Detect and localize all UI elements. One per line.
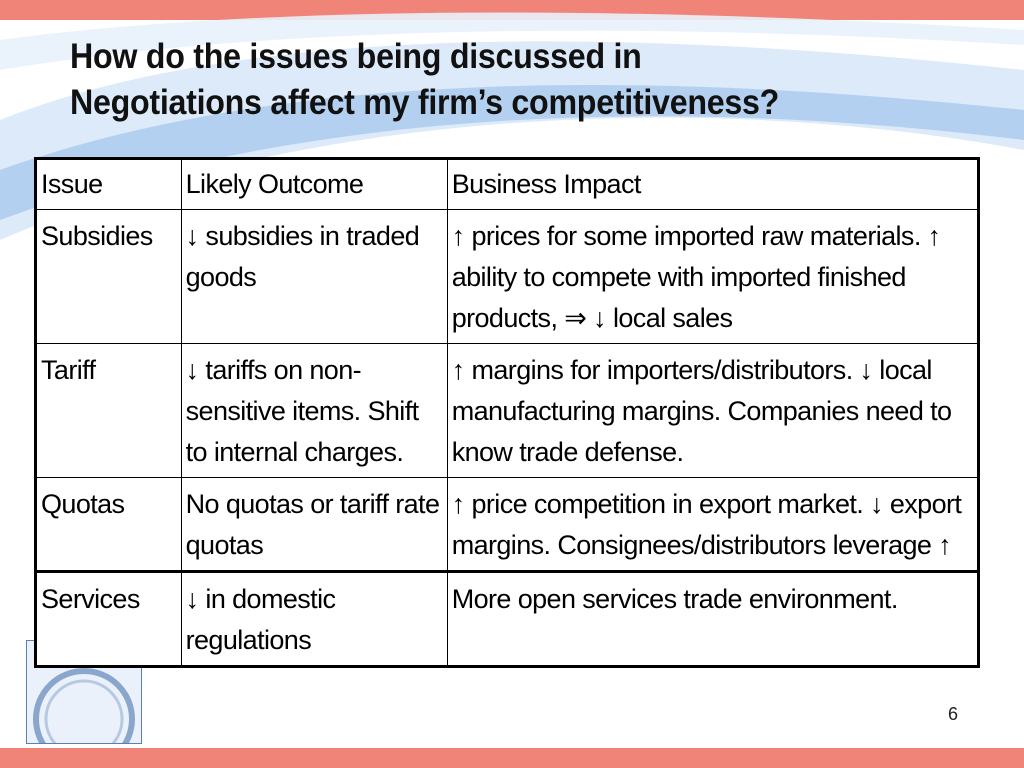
header-business-impact: Business Impact <box>446 158 980 210</box>
table-row: Subsidies ↓ subsidies in traded goods ↑ … <box>35 209 980 344</box>
slide-title-line-2: Negotiations affect my firm’s competitiv… <box>70 83 780 122</box>
table-header-row: Issue Likely Outcome Business Impact <box>35 158 980 210</box>
outcome-cell: ↓ in domestic regulations <box>180 570 448 667</box>
issue-cell: Quotas <box>35 477 182 572</box>
issue-cell: Tariff <box>35 343 182 478</box>
header-likely-outcome: Likely Outcome <box>180 158 448 210</box>
table-row: Tariff ↓ tariffs on non-sensitive items.… <box>35 343 980 478</box>
impact-cell: More open services trade environment. <box>446 570 980 667</box>
issue-cell: Services <box>35 570 182 667</box>
impact-cell: ↑ price competition in export market. ↓ … <box>446 477 980 572</box>
header-issue: Issue <box>35 158 182 210</box>
table-row: Services ↓ in domestic regulations More … <box>35 570 980 667</box>
issues-table: Issue Likely Outcome Business Impact Sub… <box>34 157 980 668</box>
top-accent-bar <box>0 0 1024 20</box>
issue-cell: Subsidies <box>35 209 182 344</box>
impact-cell: ↑ margins for importers/distributors. ↓ … <box>446 343 980 478</box>
table-row: Quotas No quotas or tariff rate quotas ↑… <box>35 477 980 572</box>
page-number: 6 <box>948 704 959 724</box>
bottom-accent-bar <box>0 748 1024 768</box>
slide-title: How do the issues being discussed in Neg… <box>70 34 898 126</box>
outcome-cell: ↓ subsidies in traded goods <box>180 209 448 344</box>
outcome-cell: No quotas or tariff rate quotas <box>180 477 448 572</box>
outcome-cell: ↓ tariffs on non-sensitive items. Shift … <box>180 343 448 478</box>
slide-title-line-1: How do the issues being discussed in <box>70 37 642 76</box>
impact-cell: ↑ prices for some imported raw materials… <box>446 209 980 344</box>
